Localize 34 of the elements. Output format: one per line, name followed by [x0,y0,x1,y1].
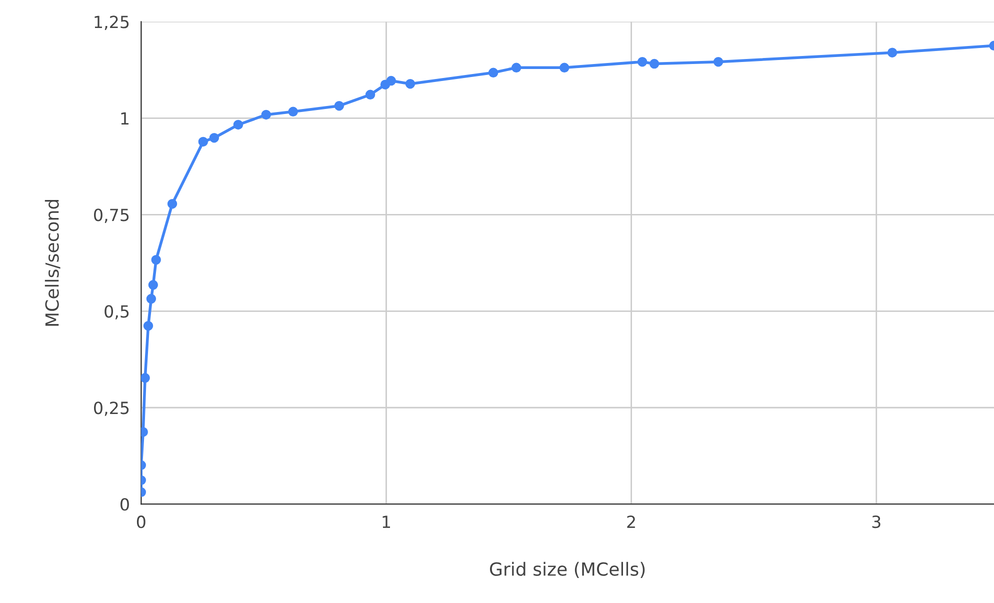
point [288,106,298,116]
point [637,56,648,67]
point [146,294,156,304]
point [261,110,271,120]
y-tick-label: 0,25 [94,402,129,416]
y-tick-label: 0,5 [104,305,129,320]
x-tick-label: 1 [382,516,390,528]
point [511,62,522,72]
y-axis-title: MCells/second [44,200,60,326]
point [405,78,416,89]
y-tick-label: 1 [121,112,128,125]
point [167,199,178,209]
point [233,120,244,130]
point [887,48,898,58]
point [713,56,724,67]
point [560,62,570,72]
x-axis-title: Grid size (MCells) [490,562,645,578]
x-tick-label: 3 [872,516,880,528]
point [141,373,150,383]
point [365,90,376,100]
point [334,100,344,111]
y-tick-label: 0 [120,498,129,511]
point [386,76,396,86]
x-tick-label: 0 [136,516,146,528]
point [148,280,158,290]
y-tick-label: 0,75 [94,208,129,223]
y-tick-label: 1,25 [94,16,129,30]
point [143,320,154,331]
point [649,58,660,69]
point [209,133,220,143]
point [151,254,161,265]
point [198,136,208,147]
point [488,68,498,78]
x-tick-label: 2 [627,516,635,528]
